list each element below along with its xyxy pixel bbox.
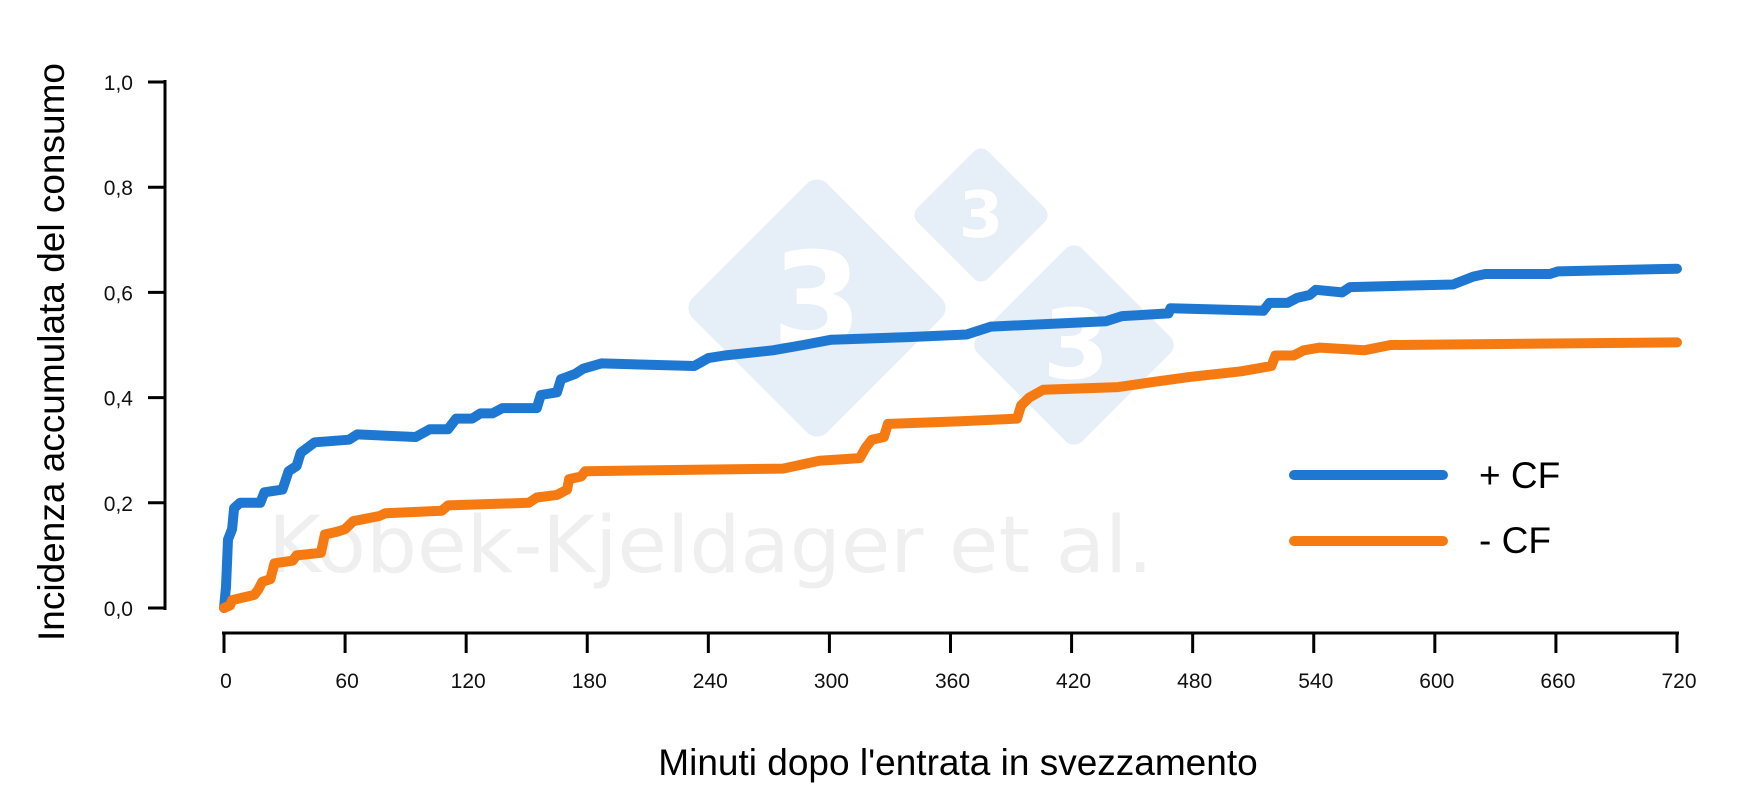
x-tick-label: 660 [1540, 670, 1575, 693]
watermark-diamond-small [914, 148, 1048, 282]
legend-item-minus-cf: - CF [1289, 520, 1551, 561]
legend-label-minus-cf: - CF [1479, 520, 1551, 561]
x-tick-label: 300 [814, 670, 849, 693]
y-axis: 0,0 0,2 0,4 0,6 0,8 1,0 [104, 72, 167, 621]
legend: + CF - CF [1289, 455, 1560, 561]
x-tick-label: 180 [572, 670, 607, 693]
y-tick-label: 0,2 [104, 493, 133, 516]
legend-label-plus-cf: + CF [1479, 455, 1560, 496]
x-axis-title: Minuti dopo l'entrata in svezzamento [658, 742, 1257, 783]
legend-item-plus-cf: + CF [1289, 455, 1560, 496]
x-axis: 0 60 120 180 240 300 360 420 480 540 600 660 720 [220, 631, 1697, 693]
x-tick-label: 60 [335, 670, 358, 693]
y-axis-title: Incidenza accumulata del consumo [31, 63, 72, 641]
watermark-logo: 3 3 3 [688, 148, 1174, 445]
y-tick-label: 0,0 [104, 598, 133, 621]
series-line-plus-cf [219, 263, 1682, 613]
x-tick-label: 0 [220, 670, 232, 693]
x-tick-label: 720 [1661, 670, 1696, 693]
x-tick-label: 600 [1419, 670, 1454, 693]
watermark-digit-small: 3 [959, 179, 1004, 253]
watermark-digit-medium: 3 [1043, 289, 1110, 401]
watermark-diamond-large [688, 179, 946, 437]
y-tick-label: 1,0 [104, 72, 133, 95]
y-tick-label: 0,8 [104, 177, 133, 200]
y-tick-label: 0,6 [104, 282, 133, 305]
plot-area [219, 263, 1682, 613]
x-tick-label: 540 [1298, 670, 1333, 693]
x-tick-label: 360 [935, 670, 970, 693]
series-line-minus-cf [219, 337, 1682, 613]
x-tick-label: 240 [693, 670, 728, 693]
y-tick-label: 0,4 [104, 388, 134, 411]
x-tick-label: 120 [451, 670, 486, 693]
x-tick-label: 480 [1177, 670, 1212, 693]
x-tick-label: 420 [1056, 670, 1091, 693]
watermark-diamond-medium [974, 245, 1174, 445]
